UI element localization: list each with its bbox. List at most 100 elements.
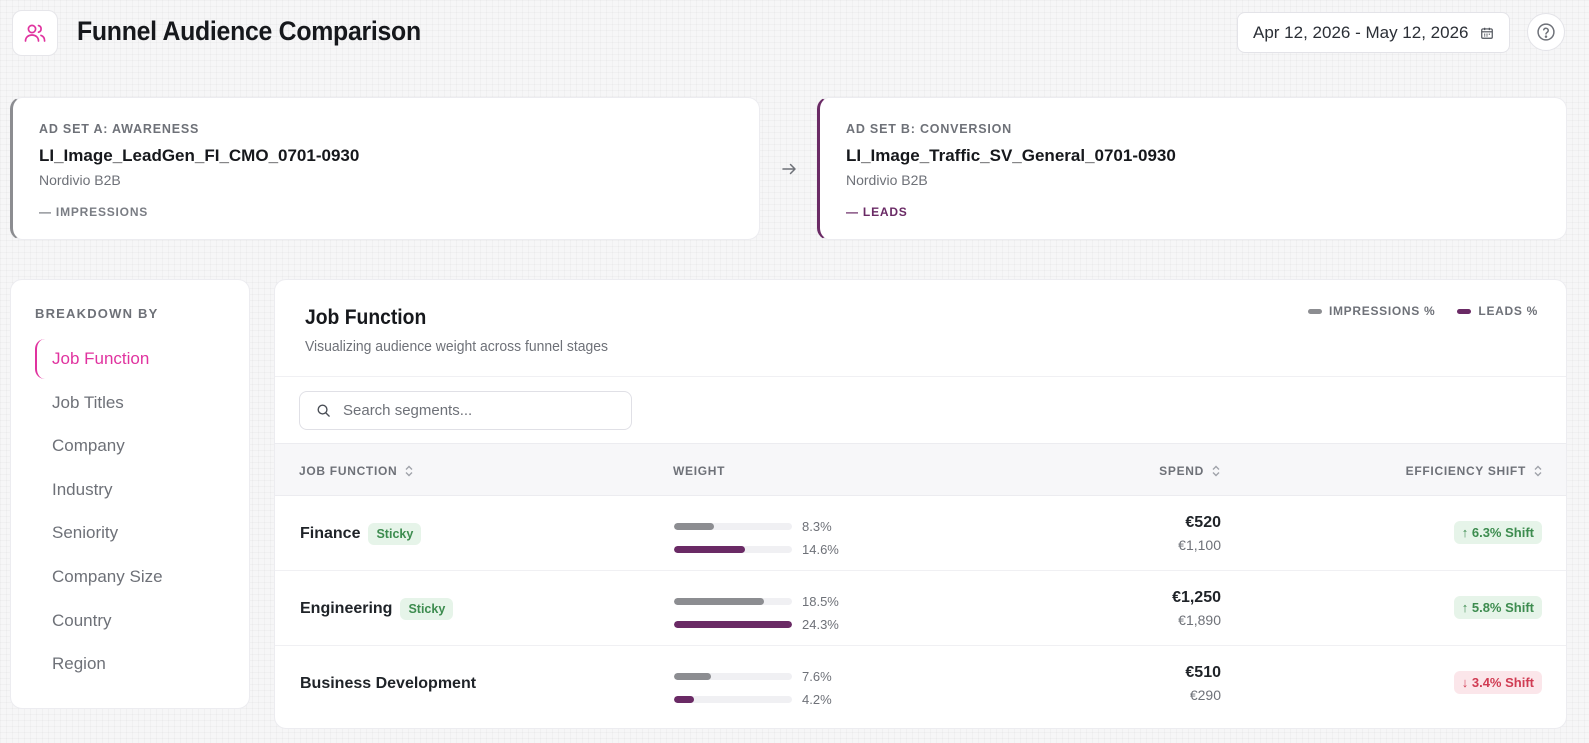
sidebar-item-job-function[interactable]: Job Function [35, 339, 225, 379]
spend-ad-set-b: €1,890 [1178, 612, 1221, 628]
impressions-bar-fill [674, 673, 711, 680]
impressions-bar-track [674, 598, 792, 605]
row-name-cell: Finance Sticky [300, 496, 422, 571]
spend-ad-set-a: €1,250 [1172, 589, 1221, 606]
ad-set-a-org: Nordivio B2B [39, 172, 121, 188]
impressions-bar-fill [674, 598, 764, 605]
efficiency-shift-badge: ↑ 6.3% Shift [1453, 521, 1542, 544]
sidebar-item-region[interactable]: Region [52, 654, 106, 674]
ad-set-a-card: AD SET A: AWARENESS LI_Image_LeadGen_FI_… [10, 97, 760, 240]
column-header-efficiency-label: EFFICIENCY SHIFT [1405, 463, 1526, 478]
legend-label-impressions: IMPRESSIONS % [1328, 304, 1436, 318]
leads-bar: 24.3% [674, 613, 874, 636]
spend-ad-set-b: €1,100 [1178, 537, 1221, 553]
impressions-bar-fill [674, 523, 715, 530]
leads-pct: 24.3% [802, 617, 839, 632]
sidebar-item-company[interactable]: Company [52, 436, 125, 456]
leads-pct: 14.6% [802, 542, 839, 557]
row-name: Engineering [300, 599, 393, 617]
calendar-icon [1481, 27, 1494, 39]
breakdown-list: Job Function Job Titles Company Industry… [35, 339, 225, 684]
impressions-pct: 18.5% [802, 594, 839, 609]
search-box[interactable] [299, 391, 632, 430]
legend: IMPRESSIONS % LEADS % [1307, 304, 1538, 318]
sidebar-item-company-size[interactable]: Company Size [52, 566, 163, 586]
leads-bar: 14.6% [674, 538, 874, 561]
impressions-bar-track [674, 523, 792, 530]
legend-label-leads: LEADS % [1478, 304, 1538, 318]
ad-set-b-card: AD SET B: CONVERSION LI_Image_Traffic_SV… [817, 97, 1567, 240]
ad-set-a-label: AD SET A: AWARENESS [39, 122, 200, 136]
leads-bar-track [674, 696, 792, 703]
leads-bar-track [674, 546, 792, 553]
sort-icon [405, 465, 413, 476]
arrow-right-icon [778, 158, 800, 180]
panel-subtitle: Visualizing audience weight across funne… [305, 338, 608, 355]
sidebar-heading: BREAKDOWN BY [35, 306, 159, 321]
panel-title: Job Function [305, 306, 427, 329]
spend-cell: €520 €1,100 [1178, 514, 1221, 553]
sidebar-item-job-titles[interactable]: Job Titles [52, 392, 124, 412]
column-header-spend-label: SPEND [1159, 463, 1204, 478]
spend-ad-set-a: €520 [1185, 514, 1221, 531]
sticky-badge: Sticky [368, 522, 422, 545]
table-row[interactable]: Engineering Sticky 18.5% 24.3% €1,250 €1… [275, 571, 1566, 646]
column-header-weight-label: WEIGHT [673, 463, 726, 478]
row-name-cell: Engineering Sticky [300, 571, 454, 646]
ad-set-b-metric: — LEADS [846, 205, 908, 219]
breakdown-panel: Job Function Visualizing audience weight… [274, 279, 1567, 729]
legend-swatch-leads [1457, 308, 1472, 314]
row-name: Finance [300, 524, 361, 542]
leads-pct: 4.2% [802, 692, 832, 707]
efficiency-shift-badge: ↓ 3.4% Shift [1453, 671, 1542, 694]
ad-set-a-metric: — IMPRESSIONS [39, 205, 149, 219]
sidebar-item-country[interactable]: Country [52, 610, 112, 630]
column-header-job-function-label: JOB FUNCTION [299, 463, 398, 478]
search-icon [317, 404, 330, 417]
column-header-spend[interactable]: SPEND [1159, 444, 1220, 497]
weight-cell: 7.6% 4.2% [674, 665, 874, 711]
spend-ad-set-a: €510 [1185, 664, 1221, 681]
impressions-pct: 7.6% [802, 669, 832, 684]
impressions-bar-track [674, 673, 792, 680]
spend-cell: €510 €290 [1185, 664, 1221, 703]
leads-bar-fill [674, 546, 745, 553]
table-row[interactable]: Finance Sticky 8.3% 14.6% €520 €1,100 ↑ … [275, 496, 1566, 571]
impressions-pct: 8.3% [802, 519, 832, 534]
weight-cell: 18.5% 24.3% [674, 590, 874, 636]
spend-ad-set-b: €290 [1189, 687, 1221, 703]
legend-swatch-impressions [1307, 308, 1322, 314]
help-circle-icon [1537, 23, 1555, 41]
column-header-efficiency-shift[interactable]: EFFICIENCY SHIFT [1406, 444, 1542, 497]
legend-item-impressions: IMPRESSIONS % [1307, 304, 1436, 318]
impressions-bar: 7.6% [674, 665, 874, 688]
sort-icon [1212, 465, 1220, 476]
search-toolbar [275, 376, 1566, 444]
table-header: JOB FUNCTION WEIGHT SPEND EFFICIENCY SHI… [275, 443, 1566, 496]
app-logo [12, 10, 58, 56]
sticky-badge: Sticky [400, 597, 454, 620]
sort-icon [1534, 465, 1542, 476]
legend-item-leads: LEADS % [1457, 304, 1538, 318]
column-header-job-function[interactable]: JOB FUNCTION [299, 444, 413, 497]
date-range-picker[interactable]: Apr 12, 2026 - May 12, 2026 [1237, 12, 1510, 53]
column-header-weight: WEIGHT [673, 444, 725, 497]
page-title: Funnel Audience Comparison [77, 16, 421, 46]
leads-bar-track [674, 621, 792, 628]
spend-cell: €1,250 €1,890 [1172, 589, 1221, 628]
ad-set-b-name: LI_Image_Traffic_SV_General_0701-0930 [846, 146, 1176, 165]
help-button[interactable] [1527, 13, 1565, 51]
row-name-cell: Business Development [300, 646, 476, 721]
impressions-bar: 18.5% [674, 590, 874, 613]
leads-bar-fill [674, 696, 695, 703]
ad-set-b-org: Nordivio B2B [846, 172, 928, 188]
search-input[interactable] [343, 402, 613, 419]
row-name: Business Development [300, 674, 477, 692]
users-icon [24, 24, 46, 42]
sidebar-item-seniority[interactable]: Seniority [52, 523, 119, 543]
table-row[interactable]: Business Development 7.6% 4.2% €510 €290… [275, 646, 1566, 721]
impressions-bar: 8.3% [674, 515, 874, 538]
leads-bar: 4.2% [674, 688, 874, 711]
sidebar-item-industry[interactable]: Industry [52, 479, 113, 499]
breakdown-sidebar: BREAKDOWN BY Job Function Job Titles Com… [10, 279, 250, 709]
